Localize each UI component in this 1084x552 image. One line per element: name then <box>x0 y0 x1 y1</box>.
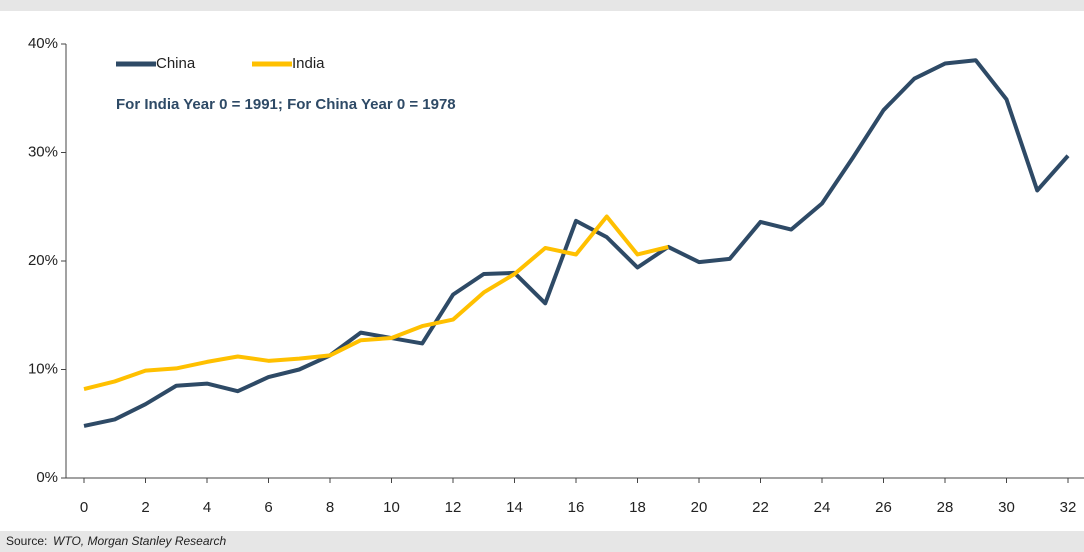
x-tick-label: 18 <box>629 499 646 516</box>
legend-label: India <box>292 55 325 72</box>
series-line <box>83 58 1070 428</box>
header-band <box>0 0 1084 11</box>
x-tick-label: 10 <box>383 499 400 516</box>
x-tick-label: 22 <box>752 499 769 516</box>
footer-band <box>0 531 1084 552</box>
x-tick-label: 14 <box>506 499 523 516</box>
y-tick-label: 0% <box>36 469 58 486</box>
x-tick-label: 24 <box>814 499 831 516</box>
x-tick-label: 8 <box>326 499 334 516</box>
source-label: Source: <box>6 534 47 548</box>
y-tick-label: 20% <box>28 252 58 269</box>
x-tick-label: 2 <box>141 499 149 516</box>
x-tick-label: 20 <box>691 499 708 516</box>
x-tick-label: 26 <box>875 499 892 516</box>
y-tick-label: 10% <box>28 360 58 377</box>
x-tick-label: 0 <box>80 499 88 516</box>
x-tick-label: 30 <box>998 499 1015 516</box>
series-line <box>83 214 669 391</box>
source: WTO, Morgan Stanley Research <box>53 534 227 548</box>
x-tick-label: 16 <box>568 499 585 516</box>
x-tick-label: 28 <box>937 499 954 516</box>
x-tick-label: 4 <box>203 499 211 516</box>
y-tick-label: 30% <box>28 143 58 160</box>
y-tick-label: 40% <box>28 35 58 52</box>
x-tick-label: 6 <box>264 499 272 516</box>
legend-label: China <box>156 55 196 72</box>
x-tick-label: 12 <box>445 499 462 516</box>
annotation: For India Year 0 = 1991; For China Year … <box>116 96 456 113</box>
x-tick-label: 32 <box>1060 499 1077 516</box>
